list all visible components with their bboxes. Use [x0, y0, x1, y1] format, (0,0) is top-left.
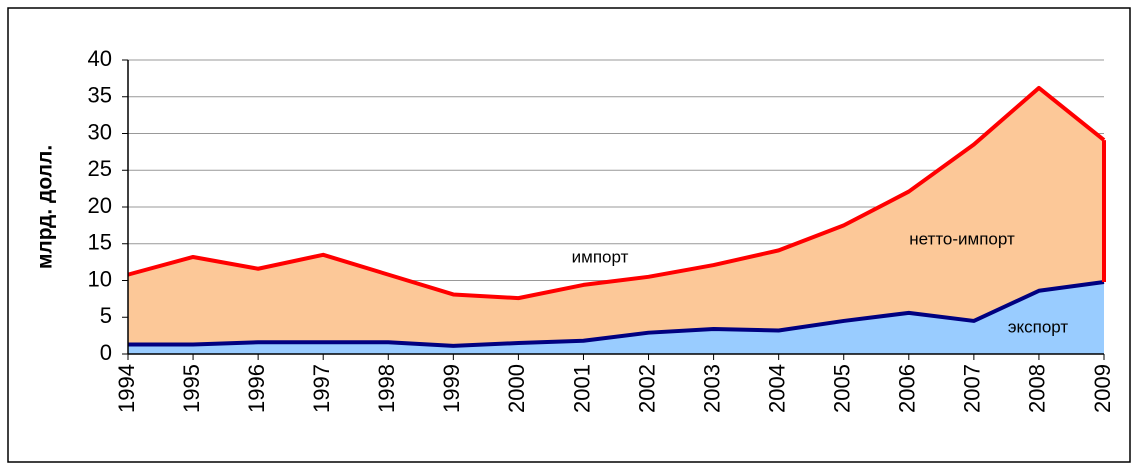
- x-tick-label: 1997: [309, 364, 334, 413]
- x-tick-label: 2007: [960, 364, 985, 413]
- y-axis-label: млрд. долл.: [34, 145, 57, 269]
- x-tick-label: 2003: [699, 364, 724, 413]
- y-tick-label: 40: [88, 46, 112, 71]
- y-tick-label: 30: [88, 119, 112, 144]
- frame: [7, 7, 1131, 463]
- annotation: нетто-импорт: [909, 229, 1015, 248]
- y-tick-label: 10: [88, 266, 112, 291]
- x-tick-label: 1995: [179, 364, 204, 413]
- x-tick-label: 2000: [504, 364, 529, 413]
- y-tick-label: 20: [88, 193, 112, 218]
- series-label: импорт: [572, 247, 629, 266]
- x-tick-label: 2008: [1025, 364, 1050, 413]
- x-tick-label: 2002: [634, 364, 659, 413]
- x-tick-label: 1999: [439, 364, 464, 413]
- area-fill: [128, 87, 1104, 355]
- x-tick-label: 2004: [764, 364, 789, 413]
- x-tick-label: 1994: [114, 364, 139, 413]
- area-fill: [128, 281, 1104, 354]
- series-label: экспорт: [1008, 317, 1069, 336]
- area-line: [127, 85, 1106, 301]
- x-tick-label: 2001: [569, 364, 594, 413]
- y-tick-label: 25: [88, 156, 112, 181]
- area-line: [128, 279, 1105, 348]
- x-tick-label: 2006: [895, 364, 920, 413]
- y-tick-label: 5: [100, 303, 112, 328]
- x-tick-label: 1998: [374, 364, 399, 413]
- y-tick-label: 15: [88, 230, 112, 255]
- x-tick-label: 1996: [244, 364, 269, 413]
- y-tick-label: 0: [100, 340, 112, 365]
- x-tick-label: 2005: [830, 364, 855, 413]
- x-tick-label: 2009: [1090, 364, 1115, 413]
- y-tick-label: 35: [88, 83, 112, 108]
